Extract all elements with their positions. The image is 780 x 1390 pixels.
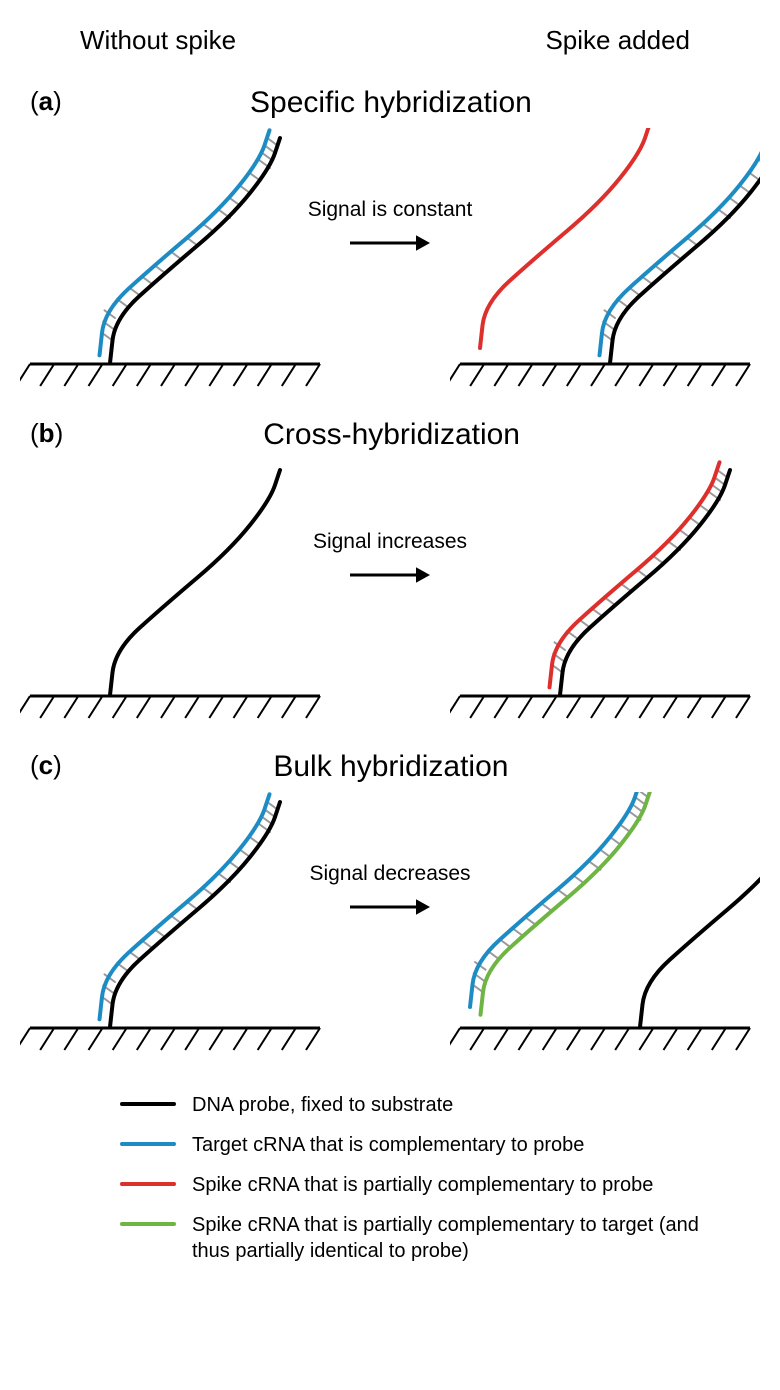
header-spike-added: Spike added xyxy=(545,25,690,56)
legend-text: Spike cRNA that is partially complementa… xyxy=(192,1212,720,1264)
diagram-svg xyxy=(450,460,760,720)
arrow-icon xyxy=(345,892,435,922)
legend: DNA probe, fixed to substrate Target cRNA… xyxy=(0,1062,780,1298)
arrow-label: Signal is constant xyxy=(308,198,473,222)
panel-title: Bulk hybridization xyxy=(32,750,750,784)
legend-swatch xyxy=(120,1222,176,1226)
legend-item: Target cRNA that is complementary to pro… xyxy=(120,1132,720,1158)
diagram-right xyxy=(450,792,760,1052)
panel-body: Signal decreases xyxy=(30,792,750,1052)
legend-swatch xyxy=(120,1142,176,1146)
arrow-icon xyxy=(345,560,435,590)
panel-body: Signal increases xyxy=(30,460,750,720)
panels-container: (a) Specific hybridization Signal is con… xyxy=(0,66,780,1062)
panel-title: Cross-hybridization xyxy=(33,418,750,452)
diagram-svg xyxy=(20,460,330,720)
legend-text: Spike cRNA that is partially complementa… xyxy=(192,1172,653,1198)
header-without-spike: Without spike xyxy=(80,25,236,56)
legend-swatch xyxy=(120,1182,176,1186)
legend-item: DNA probe, fixed to substrate xyxy=(120,1092,720,1118)
diagram-right xyxy=(450,460,760,720)
legend-text: Target cRNA that is complementary to pro… xyxy=(192,1132,584,1158)
diagram-left xyxy=(20,128,330,388)
arrow-cell: Signal is constant xyxy=(340,198,440,258)
panel-title-row: (c) Bulk hybridization xyxy=(30,750,750,784)
diagram-right xyxy=(450,128,760,388)
diagram-svg xyxy=(20,128,330,388)
legend-swatch xyxy=(120,1102,176,1106)
panel-title-row: (b) Cross-hybridization xyxy=(30,418,750,452)
panel-title: Specific hybridization xyxy=(32,86,750,120)
panel-body: Signal is constant xyxy=(30,128,750,388)
panel-title-row: (a) Specific hybridization xyxy=(30,86,750,120)
arrow-label: Signal increases xyxy=(313,530,467,554)
arrow-label: Signal decreases xyxy=(309,862,470,886)
diagram-svg xyxy=(20,792,330,1052)
diagram-svg xyxy=(450,792,760,1052)
column-headers: Without spike Spike added xyxy=(0,0,780,66)
panel-a: (a) Specific hybridization Signal is con… xyxy=(0,66,780,398)
legend-text: DNA probe, fixed to substrate xyxy=(192,1092,453,1118)
diagram-left xyxy=(20,792,330,1052)
legend-item: Spike cRNA that is partially complementa… xyxy=(120,1172,720,1198)
panel-c: (c) Bulk hybridization Signal decreases xyxy=(0,730,780,1062)
arrow-cell: Signal increases xyxy=(340,530,440,590)
diagram-svg xyxy=(450,128,760,388)
arrow-cell: Signal decreases xyxy=(340,862,440,922)
diagram-left xyxy=(20,460,330,720)
arrow-icon xyxy=(345,228,435,258)
panel-b: (b) Cross-hybridization Signal increases xyxy=(0,398,780,730)
legend-item: Spike cRNA that is partially complementa… xyxy=(120,1212,720,1264)
